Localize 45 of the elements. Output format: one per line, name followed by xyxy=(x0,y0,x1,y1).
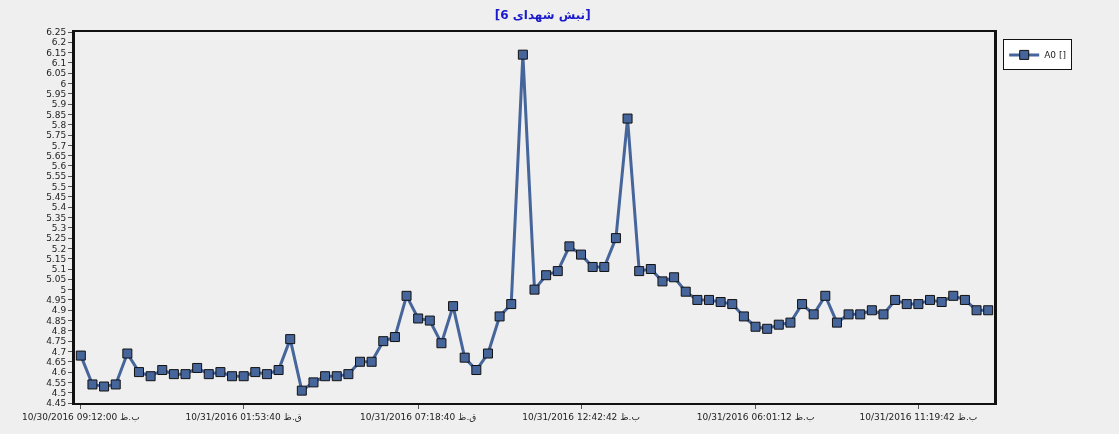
y-tick-label: 4.95 xyxy=(46,295,67,306)
y-tick-label: 6.15 xyxy=(46,47,67,58)
x-tick-label: 10/31/2016 11:19:42 ب.ظ xyxy=(859,411,978,422)
y-tick-label: 5 xyxy=(60,284,67,295)
y-tick-label: 5.65 xyxy=(46,150,67,161)
y-tick-label: 5.15 xyxy=(46,253,67,264)
y-tick-label: 4.5 xyxy=(51,387,67,398)
y-tick-label: 4.85 xyxy=(46,315,67,326)
y-tick-label: 6.25 xyxy=(46,27,67,38)
y-tick-label: 4.55 xyxy=(46,377,67,388)
chart-title: [نبش شهدای 6] xyxy=(494,8,591,23)
y-tick-label: 5.2 xyxy=(51,243,67,254)
y-tick-label: 5.3 xyxy=(51,222,67,233)
y-tick-label: 4.45 xyxy=(46,398,67,409)
y-tick-label: 5.95 xyxy=(46,88,67,99)
legend-label: A0 [] xyxy=(1044,50,1066,61)
x-tick-label: 10/31/2016 01:53:40 ق.ظ xyxy=(185,411,302,422)
y-tick-label: 6 xyxy=(60,78,67,89)
y-tick-label: 6.2 xyxy=(51,37,67,48)
y-tick-label: 4.65 xyxy=(46,356,67,367)
x-tick-label: 10/31/2016 07:18:40 ق.ظ xyxy=(360,411,477,422)
y-tick-label: 5.45 xyxy=(46,192,67,203)
y-tick-label: 5.55 xyxy=(46,171,67,182)
y-tick-label: 5.5 xyxy=(51,181,67,192)
y-tick-label: 5.05 xyxy=(46,274,67,285)
y-tick-label: 6.1 xyxy=(51,58,67,69)
y-tick-label: 4.9 xyxy=(51,305,67,316)
y-tick-label: 4.8 xyxy=(51,326,67,337)
y-tick-label: 5.35 xyxy=(46,212,67,223)
y-tick-label: 4.7 xyxy=(51,346,67,357)
x-tick-label: 10/30/2016 09:12:00 ب.ظ xyxy=(21,411,140,422)
y-tick-label: 6.05 xyxy=(46,68,67,79)
y-tick-label: 5.6 xyxy=(51,161,67,172)
y-tick-label: 5.7 xyxy=(51,140,67,151)
y-tick-label: 5.1 xyxy=(51,264,67,275)
y-tick-label: 5.85 xyxy=(46,109,67,120)
y-tick-label: 5.8 xyxy=(51,119,67,130)
y-tick-label: 5.9 xyxy=(51,99,67,110)
x-tick-label: 10/31/2016 06:01:12 ب.ظ xyxy=(696,411,815,422)
y-tick-label: 4.75 xyxy=(46,336,67,347)
y-tick-label: 4.6 xyxy=(51,367,67,378)
y-tick-label: 5.75 xyxy=(46,130,67,141)
y-tick-label: 5.4 xyxy=(51,202,67,213)
y-tick-label: 5.25 xyxy=(46,233,67,244)
x-tick-label: 10/31/2016 12:42:42 ب.ظ xyxy=(522,411,640,422)
